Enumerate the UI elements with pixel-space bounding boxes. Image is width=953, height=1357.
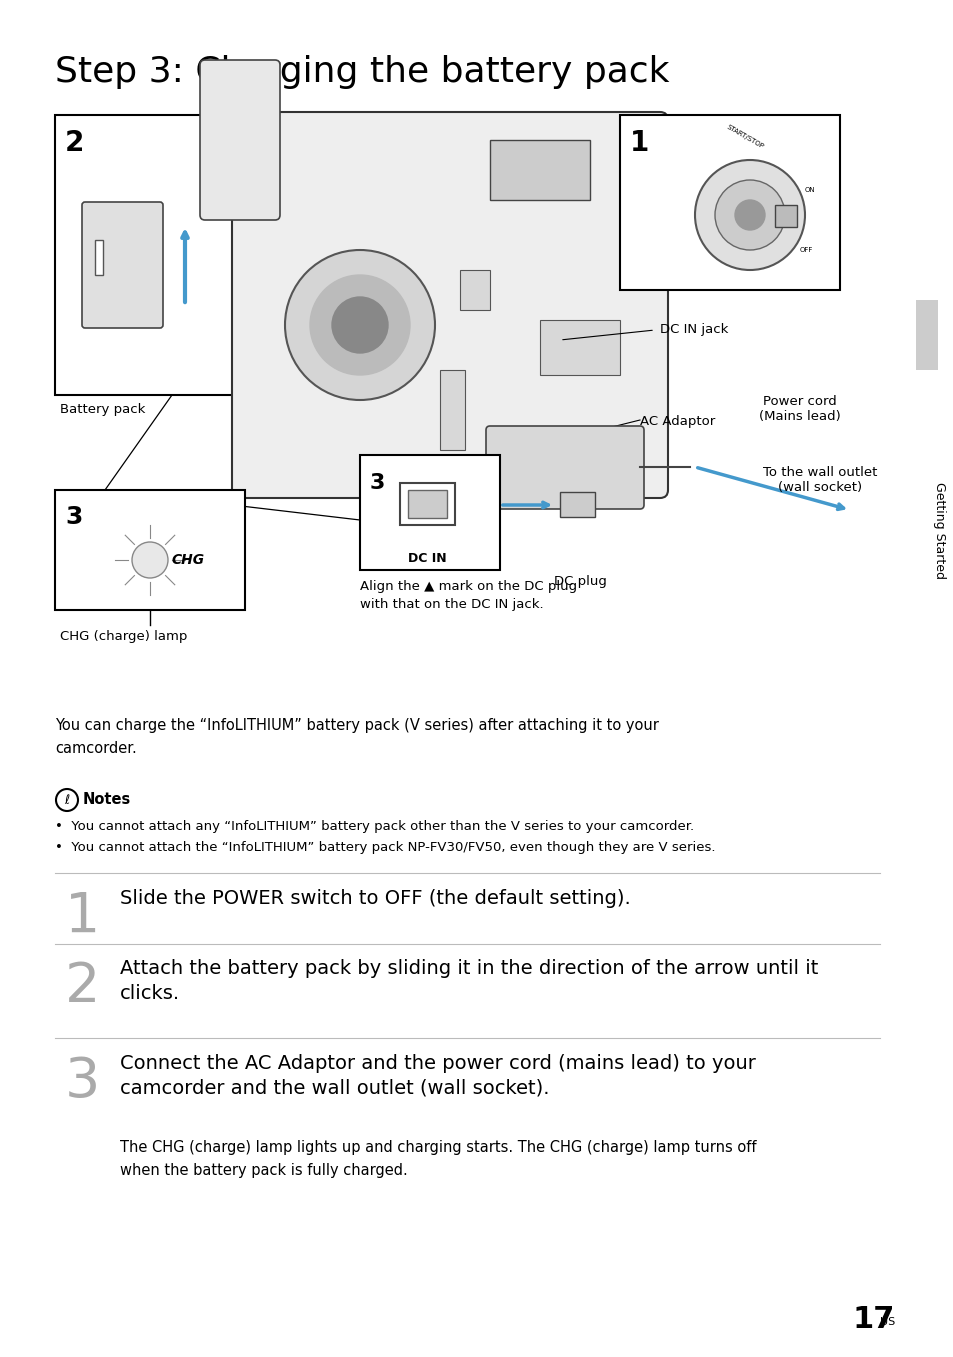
Circle shape: [310, 275, 410, 375]
Bar: [359, 455, 499, 570]
Text: Connect the AC Adaptor and the power cord (mains lead) to your
camcorder and the: Connect the AC Adaptor and the power cor…: [120, 1054, 755, 1098]
Text: Align the ▲ mark on the DC plug
with that on the DC IN jack.: Align the ▲ mark on the DC plug with tha…: [359, 579, 577, 611]
Circle shape: [695, 160, 804, 270]
Text: 1: 1: [65, 890, 100, 944]
Bar: [408, 490, 447, 518]
Text: •  You cannot attach any “InfoLITHIUM” battery pack other than the V series to y: • You cannot attach any “InfoLITHIUM” ba…: [55, 820, 694, 833]
Text: •  You cannot attach the “InfoLITHIUM” battery pack NP-FV30/FV50, even though th: • You cannot attach the “InfoLITHIUM” ba…: [55, 841, 715, 854]
Text: 3: 3: [370, 474, 385, 493]
Bar: [539, 320, 619, 375]
Text: Step 3: Charging the battery pack: Step 3: Charging the battery pack: [55, 56, 669, 90]
Bar: [490, 140, 589, 199]
Bar: [619, 115, 840, 290]
FancyBboxPatch shape: [200, 60, 280, 220]
Bar: [399, 483, 455, 525]
Bar: [95, 240, 103, 275]
Text: You can charge the “InfoLITHIUM” battery pack (V series) after attaching it to y: You can charge the “InfoLITHIUM” battery…: [55, 718, 659, 756]
Circle shape: [56, 788, 78, 811]
Bar: [439, 370, 464, 451]
Bar: [55, 490, 245, 611]
Text: DC IN: DC IN: [407, 552, 446, 565]
Bar: [459, 270, 490, 309]
Text: Power cord
(Mains lead): Power cord (Mains lead): [759, 395, 840, 423]
Bar: [774, 205, 796, 227]
Text: CHG: CHG: [172, 554, 205, 567]
Circle shape: [714, 180, 784, 250]
FancyBboxPatch shape: [485, 426, 643, 509]
Text: Attach the battery pack by sliding it in the direction of the arrow until it
cli: Attach the battery pack by sliding it in…: [120, 959, 818, 1003]
Text: DC IN jack: DC IN jack: [659, 323, 727, 337]
Text: Getting Started: Getting Started: [933, 482, 945, 578]
Bar: [55, 115, 290, 395]
Text: DC plug: DC plug: [553, 575, 606, 588]
Circle shape: [332, 297, 388, 353]
Circle shape: [132, 541, 168, 578]
Circle shape: [734, 199, 764, 229]
Text: Notes: Notes: [83, 792, 132, 807]
Bar: [559, 493, 595, 517]
Bar: [915, 300, 937, 370]
Text: Battery pack: Battery pack: [60, 403, 145, 417]
Text: ℓ: ℓ: [65, 794, 70, 806]
Text: ON: ON: [804, 187, 815, 193]
Circle shape: [285, 250, 435, 400]
Text: 2: 2: [65, 959, 100, 1014]
Text: 3: 3: [65, 1054, 100, 1109]
Text: OFF: OFF: [800, 247, 813, 252]
Text: 1: 1: [629, 129, 649, 157]
Text: To the wall outlet
(wall socket): To the wall outlet (wall socket): [762, 465, 876, 494]
Text: AC Adaptor: AC Adaptor: [639, 415, 715, 427]
Text: The CHG (charge) lamp lights up and charging starts. The CHG (charge) lamp turns: The CHG (charge) lamp lights up and char…: [120, 1140, 756, 1178]
Text: 2: 2: [65, 129, 84, 157]
Text: US: US: [879, 1318, 894, 1327]
FancyBboxPatch shape: [82, 202, 163, 328]
Text: CHG (charge) lamp: CHG (charge) lamp: [60, 630, 187, 643]
Text: START/STOP: START/STOP: [724, 123, 764, 151]
FancyBboxPatch shape: [232, 113, 667, 498]
Text: Slide the POWER switch to OFF (the default setting).: Slide the POWER switch to OFF (the defau…: [120, 889, 630, 908]
Text: 17: 17: [852, 1305, 894, 1334]
Text: 3: 3: [65, 505, 82, 529]
